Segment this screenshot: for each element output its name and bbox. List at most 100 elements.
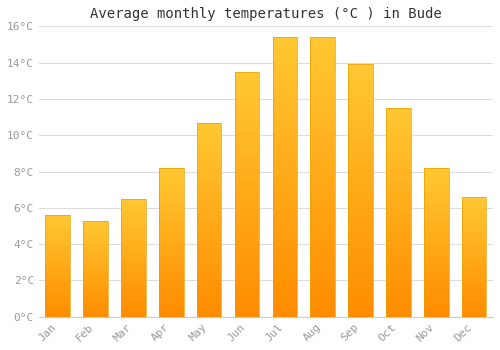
Bar [348,201,373,203]
Bar [386,137,410,139]
Bar [424,196,448,198]
Bar [84,291,108,292]
Bar [234,108,260,111]
Bar [46,296,70,298]
Bar [46,283,70,284]
Bar [197,274,222,276]
Bar [197,169,222,171]
Bar [310,74,335,76]
Bar [424,168,448,169]
Bar [462,231,486,232]
Bar [234,104,260,106]
Bar [310,306,335,308]
Bar [348,148,373,150]
Bar [424,206,448,208]
Bar [234,182,260,184]
Bar [462,250,486,251]
Bar [46,279,70,280]
Bar [84,288,108,289]
Bar [348,302,373,304]
Bar [84,305,108,306]
Bar [310,43,335,46]
Bar [159,206,184,208]
Bar [272,116,297,118]
Bar [348,221,373,223]
Bar [348,231,373,233]
Bar [46,222,70,223]
Bar [197,243,222,245]
Bar [386,177,410,179]
Bar [272,149,297,152]
Bar [424,250,448,251]
Bar [424,312,448,314]
Bar [46,276,70,277]
Bar [310,186,335,188]
Bar [84,228,108,229]
Bar [424,232,448,233]
Bar [310,250,335,252]
Bar [348,241,373,244]
Bar [310,62,335,65]
Bar [197,237,222,239]
Bar [310,40,335,43]
Bar [159,300,184,302]
Bar [234,199,260,202]
Bar [234,133,260,135]
Bar [159,202,184,204]
Bar [462,202,486,203]
Bar [424,280,448,281]
Bar [159,292,184,293]
Bar [234,113,260,116]
Bar [386,248,410,250]
Bar [121,245,146,246]
Bar [424,198,448,199]
Bar [84,310,108,311]
Bar [84,231,108,232]
Bar [121,215,146,217]
Bar [462,233,486,234]
Bar [462,310,486,311]
Bar [197,257,222,259]
Bar [272,219,297,222]
Bar [386,231,410,233]
Bar [121,254,146,256]
Bar [121,226,146,227]
Bar [159,250,184,251]
Bar [386,164,410,167]
Bar [310,37,335,40]
Bar [386,116,410,118]
Bar [462,199,486,201]
Bar [348,251,373,254]
Bar [121,218,146,219]
Bar [84,232,108,233]
Bar [424,309,448,311]
Bar [348,216,373,218]
Bar [46,262,70,263]
Bar [462,240,486,241]
Bar [348,163,373,165]
Bar [84,241,108,242]
Bar [234,170,260,172]
Bar [310,219,335,222]
Bar [234,287,260,290]
Bar [84,239,108,240]
Bar [234,72,260,74]
Bar [462,243,486,244]
Bar [348,75,373,77]
Bar [348,309,373,312]
Bar [272,258,297,261]
Bar [348,90,373,92]
Bar [386,294,410,296]
Bar [159,210,184,211]
Bar [46,309,70,310]
Bar [197,303,222,305]
Bar [348,186,373,188]
Bar [159,284,184,286]
Bar [424,256,448,257]
Bar [121,213,146,214]
Bar [462,238,486,239]
Bar [121,205,146,206]
Bar [272,222,297,225]
Bar [84,254,108,255]
Bar [84,227,108,228]
